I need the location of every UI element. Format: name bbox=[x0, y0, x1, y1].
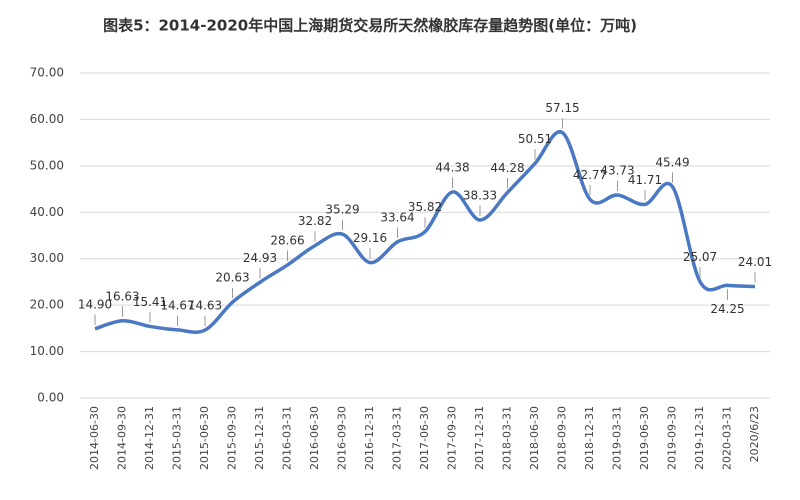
data-label: 35.29 bbox=[325, 203, 359, 217]
data-label: 16.63 bbox=[105, 289, 139, 303]
x-tick-label: 2018-06-30 bbox=[528, 406, 541, 470]
x-tick-label: 2017-06-30 bbox=[418, 406, 431, 470]
data-label: 20.63 bbox=[215, 271, 249, 285]
data-label: 44.28 bbox=[490, 161, 524, 175]
y-tick-label: 0.00 bbox=[37, 391, 64, 405]
data-label: 42.77 bbox=[573, 168, 607, 182]
data-label: 15.41 bbox=[133, 295, 167, 309]
x-tick-label: 2016-09-30 bbox=[336, 406, 349, 470]
data-label: 33.64 bbox=[380, 210, 414, 224]
data-label: 14.67 bbox=[160, 298, 194, 312]
x-tick-label: 2020/6/23 bbox=[748, 406, 761, 462]
x-tick-label: 2014-12-31 bbox=[143, 406, 156, 470]
x-tick-label: 2014-09-30 bbox=[116, 406, 129, 470]
data-label: 57.15 bbox=[545, 101, 579, 115]
data-label: 43.73 bbox=[600, 163, 634, 177]
x-tick-label: 2017-03-31 bbox=[391, 406, 404, 470]
data-label: 41.71 bbox=[628, 173, 662, 187]
x-tick-label: 2015-12-31 bbox=[253, 406, 266, 470]
data-label: 14.63 bbox=[188, 299, 222, 313]
data-label: 28.66 bbox=[270, 233, 304, 247]
y-tick-label: 20.00 bbox=[30, 298, 64, 312]
x-tick-label: 2016-03-31 bbox=[281, 406, 294, 470]
x-tick-label: 2014-06-30 bbox=[88, 406, 101, 470]
x-tick-label: 2018-12-31 bbox=[583, 406, 596, 470]
y-tick-label: 60.00 bbox=[30, 112, 64, 126]
data-label: 29.16 bbox=[353, 231, 387, 245]
x-tick-label: 2017-12-31 bbox=[473, 406, 486, 470]
x-tick-label: 2019-03-31 bbox=[611, 406, 624, 470]
data-label: 50.51 bbox=[518, 132, 552, 146]
data-label: 35.82 bbox=[408, 200, 442, 214]
x-tick-label: 2016-06-30 bbox=[308, 406, 321, 470]
x-tick-label: 2015-06-30 bbox=[198, 406, 211, 470]
x-tick-label: 2016-12-31 bbox=[363, 406, 376, 470]
data-label: 44.38 bbox=[435, 160, 469, 174]
data-label: 25.07 bbox=[683, 250, 717, 264]
data-label: 38.33 bbox=[463, 189, 497, 203]
x-tick-label: 2018-09-30 bbox=[556, 406, 569, 470]
y-tick-label: 40.00 bbox=[30, 205, 64, 219]
chart-title: 图表5：2014-2020年中国上海期货交易所天然橡胶库存量趋势图(单位：万吨) bbox=[103, 17, 637, 35]
x-tick-label: 2019-12-31 bbox=[693, 406, 706, 470]
data-label: 24.93 bbox=[243, 251, 277, 265]
line bbox=[94, 130, 756, 334]
x-tick-label: 2015-03-31 bbox=[171, 406, 184, 470]
x-tick-label: 2020-03-31 bbox=[721, 406, 734, 470]
y-tick-label: 70.00 bbox=[30, 66, 64, 80]
x-tick-label: 2018-03-31 bbox=[501, 406, 514, 470]
data-label: 24.01 bbox=[738, 255, 772, 269]
x-tick-label: 2017-09-30 bbox=[446, 406, 459, 470]
data-label: 14.90 bbox=[78, 297, 112, 311]
y-tick-label: 30.00 bbox=[30, 251, 64, 265]
data-label: 32.82 bbox=[298, 214, 332, 228]
y-tick-label: 50.00 bbox=[30, 158, 64, 172]
x-tick-label: 2015-09-30 bbox=[226, 406, 239, 470]
y-tick-label: 10.00 bbox=[30, 344, 64, 358]
data-label: 45.49 bbox=[655, 155, 689, 169]
x-tick-label: 2019-06-30 bbox=[638, 406, 651, 470]
data-label: 24.25 bbox=[710, 302, 744, 316]
x-tick-label: 2019-09-30 bbox=[666, 406, 679, 470]
